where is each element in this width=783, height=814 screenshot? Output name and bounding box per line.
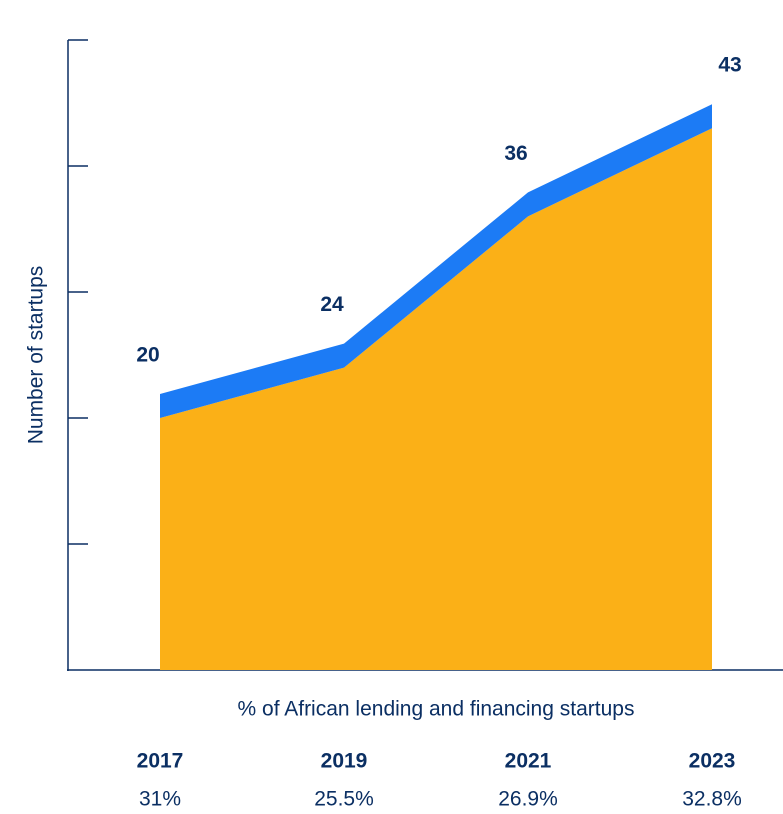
area <box>160 128 712 670</box>
category-label: 2017 <box>137 750 184 773</box>
share-label: 25.5% <box>314 788 374 811</box>
data-label: 20 <box>136 344 159 367</box>
y-axis-label: Number of startups <box>25 266 48 445</box>
area-edge <box>160 104 712 418</box>
share-label: 32.8% <box>682 788 742 811</box>
category-label: 2023 <box>689 750 736 773</box>
data-label: 36 <box>504 142 527 165</box>
data-label: 24 <box>320 293 344 316</box>
share-label: 31% <box>139 788 181 811</box>
share-label: 26.9% <box>498 788 558 811</box>
data-label: 43 <box>718 54 741 77</box>
category-label: 2019 <box>321 750 368 773</box>
category-label: 2021 <box>505 750 552 773</box>
x-axis-label: % of African lending and financing start… <box>238 698 635 721</box>
